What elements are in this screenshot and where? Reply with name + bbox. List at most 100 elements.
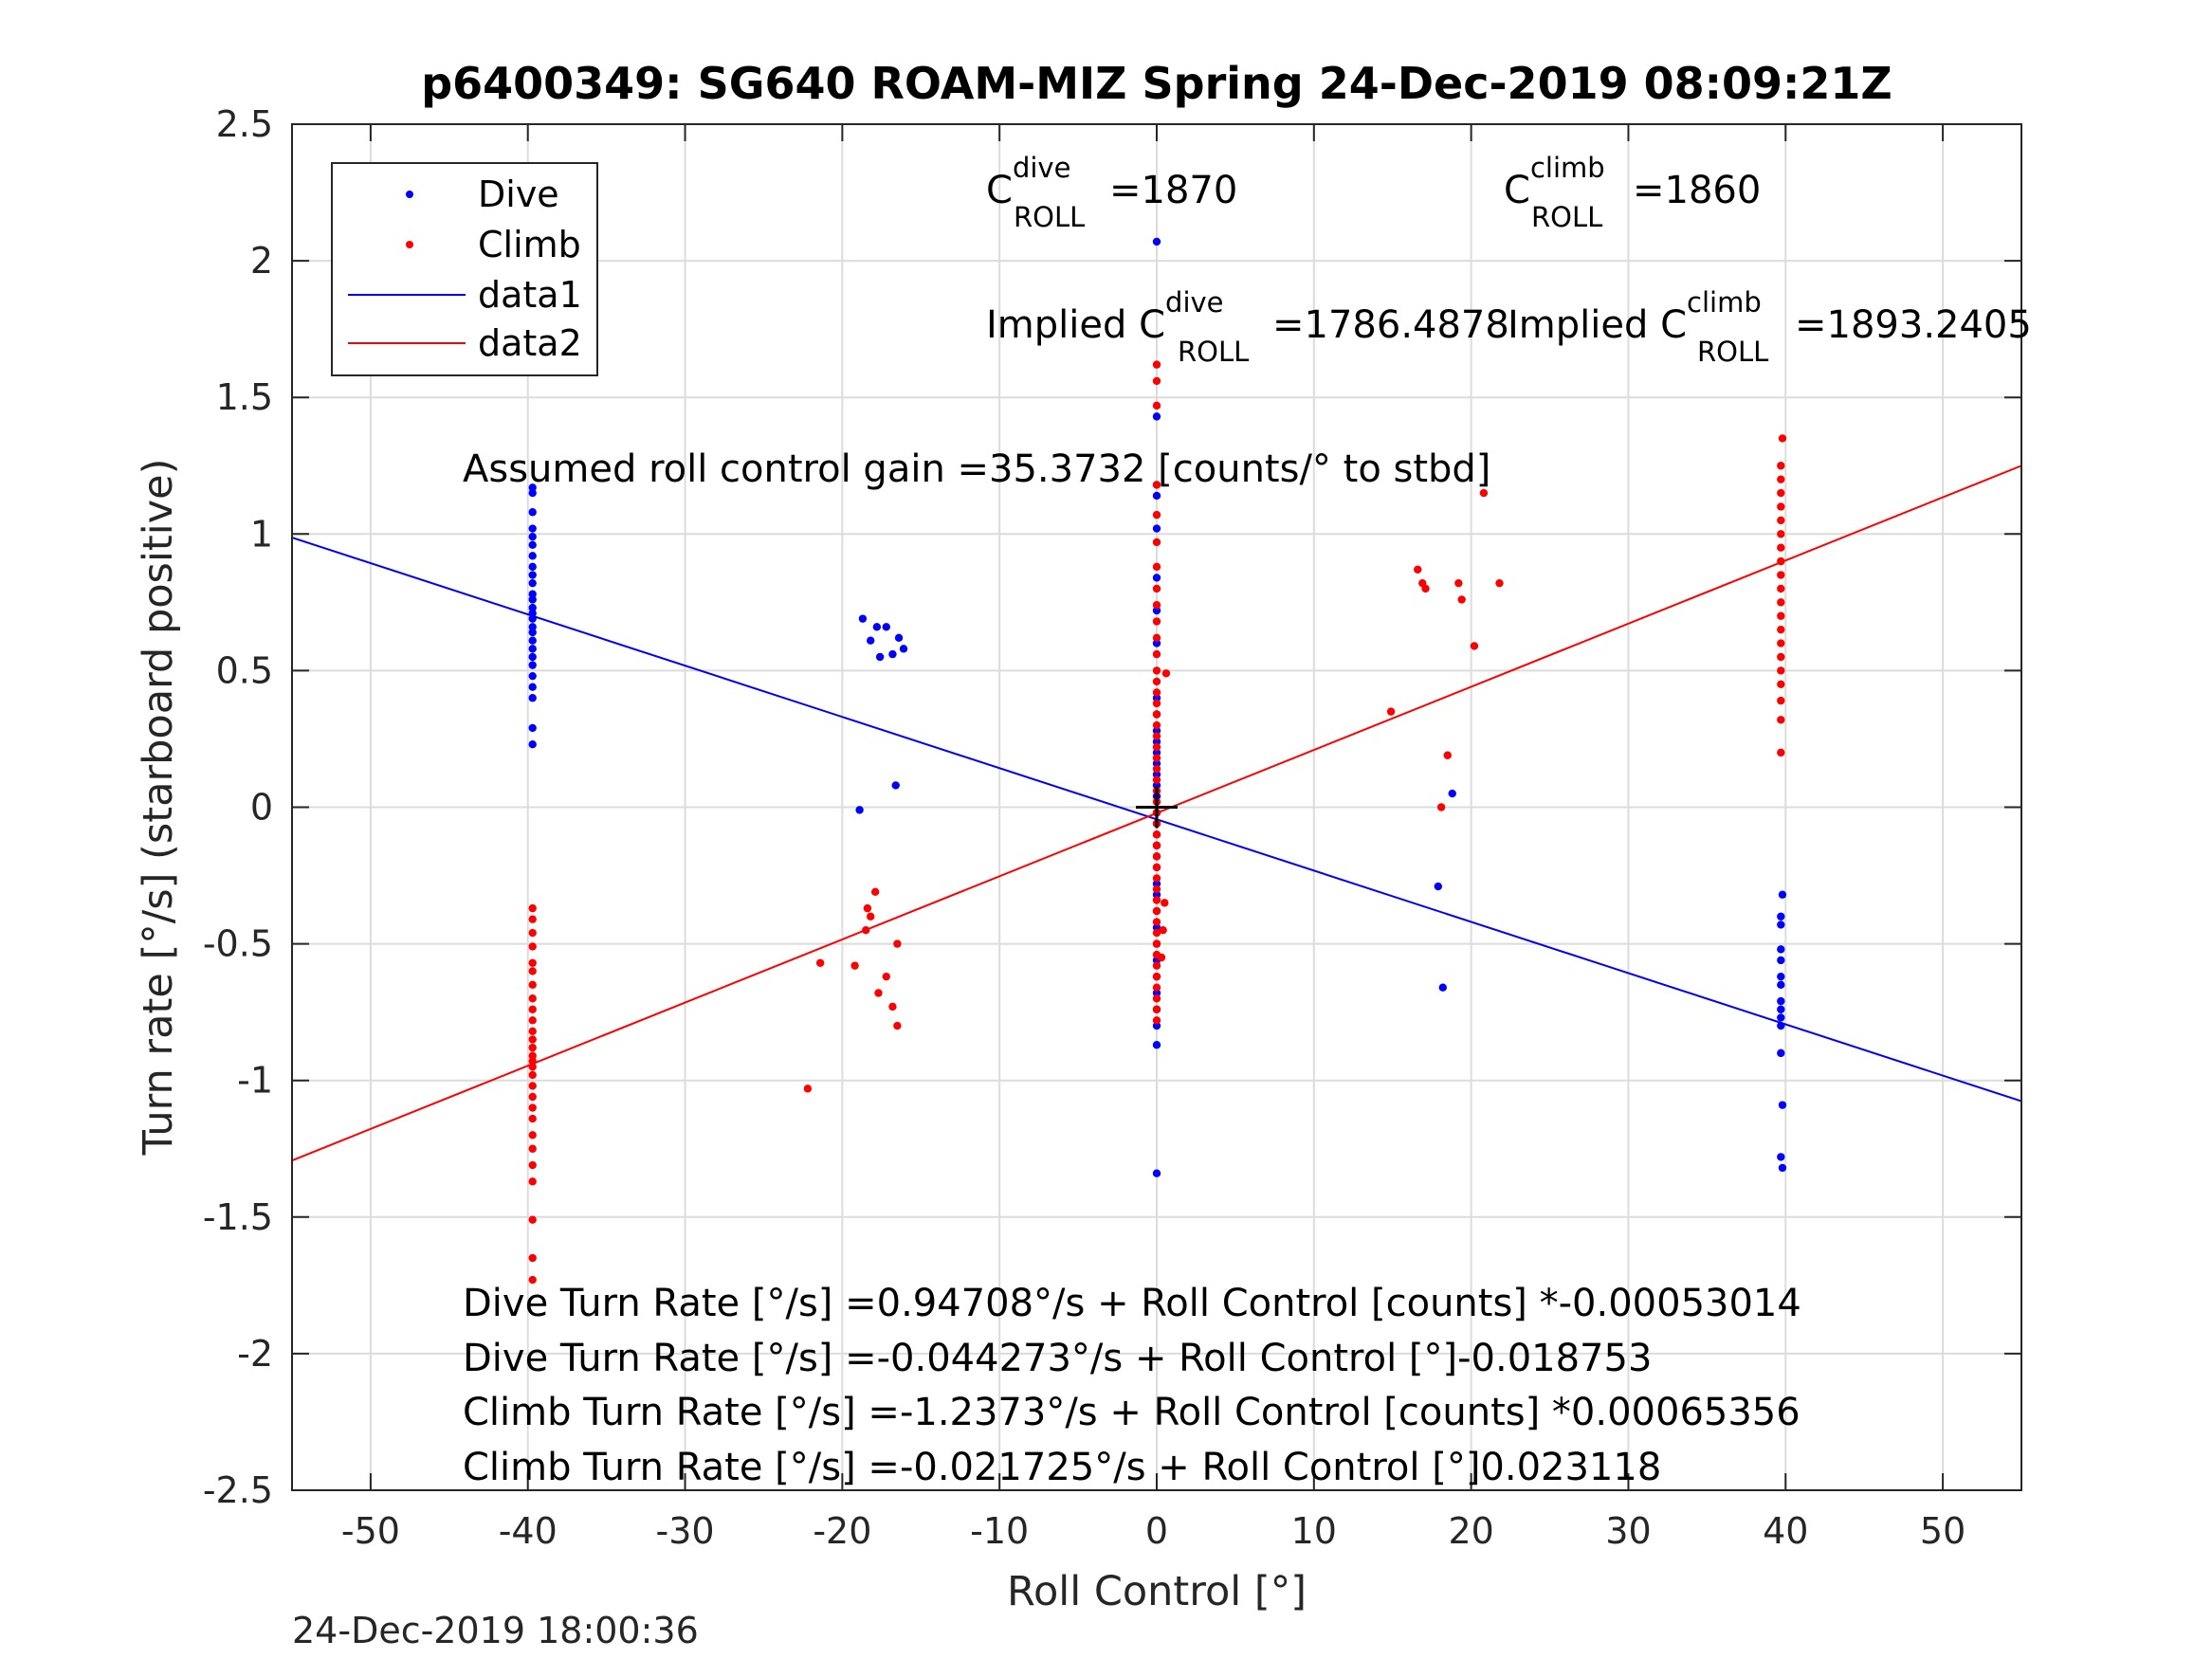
climb-point (1152, 972, 1161, 981)
climb-point (1777, 598, 1785, 607)
climb-point (893, 939, 902, 948)
implied-c-roll-dive-sup: dive (1165, 286, 1223, 319)
dive-point (1152, 491, 1161, 501)
dive-point (528, 652, 537, 662)
climb-point (870, 887, 880, 897)
dive-point (1152, 890, 1161, 899)
x-tick-label: 30 (1605, 1510, 1651, 1552)
climb-point (1479, 488, 1489, 498)
climb-point (528, 980, 537, 990)
climb-point (1777, 571, 1785, 579)
climb-point (1152, 874, 1161, 883)
x-tick-labels: -50 -40 -30 -20 -10 0 10 20 30 40 50 (341, 1510, 1965, 1552)
climb-point (1152, 961, 1161, 970)
climb-point (528, 1070, 537, 1080)
legend-dive-marker (406, 191, 413, 198)
implied-c-roll-climb-value: =1893.2405 (1795, 303, 2032, 347)
x-axis-label: Roll Control [°] (1007, 1568, 1307, 1615)
climb-point (1152, 376, 1161, 386)
y-tick-label: 2 (250, 240, 273, 282)
dive-point (1152, 923, 1161, 932)
dive-point (1777, 1005, 1785, 1013)
dive-point (1777, 912, 1785, 921)
dive-point (528, 740, 537, 749)
x-tick-label: 50 (1920, 1510, 1965, 1552)
climb-point (862, 925, 870, 935)
climb-point (1152, 584, 1161, 593)
dive-point (528, 488, 537, 498)
climb-point (1152, 852, 1161, 861)
implied-c-roll-climb-sub: ROLL (1697, 336, 1768, 368)
dive-point (1777, 921, 1785, 929)
dive-point (1152, 574, 1161, 582)
climb-point (528, 1043, 537, 1052)
tick-marks (292, 123, 2021, 1491)
climb-point (528, 1035, 537, 1044)
dive-point (1152, 1041, 1161, 1049)
dive-point (1152, 989, 1161, 997)
climb-point (1457, 595, 1466, 604)
climb-point (850, 961, 859, 970)
climb-point (882, 972, 890, 981)
climb-point (1152, 720, 1161, 730)
c-roll-dive-base: C (986, 169, 1013, 212)
dive-point (1777, 1021, 1785, 1030)
climb-point (528, 1005, 537, 1013)
x-tick-label: -50 (341, 1510, 400, 1552)
dive-point (1152, 726, 1161, 736)
climb-point (1386, 707, 1396, 716)
x-tick-label: 10 (1291, 1510, 1337, 1552)
dive-point (894, 633, 904, 643)
climb-point (528, 1057, 537, 1066)
dive-point (528, 623, 537, 631)
dive-point (528, 483, 537, 492)
climb-point (1152, 896, 1161, 904)
climb-point (1777, 666, 1785, 675)
climb-point (803, 1085, 813, 1093)
dive-point (1438, 983, 1447, 992)
climb-point (1152, 510, 1161, 520)
climb-point (528, 1253, 537, 1263)
climb-point (528, 1051, 537, 1060)
dive-point (1152, 1021, 1161, 1030)
climb-point (1777, 680, 1785, 689)
climb-point (1152, 830, 1161, 839)
dive-point (1778, 1163, 1787, 1173)
dive-point (891, 781, 900, 790)
climb-point (1777, 488, 1785, 498)
climb-point (528, 903, 537, 913)
climb-point (1152, 983, 1161, 992)
dive-point (1152, 606, 1161, 615)
legend-data2-label: data2 (478, 322, 582, 364)
climb-point (1777, 556, 1785, 566)
y-tick-label: -2 (237, 1333, 273, 1375)
climb-point (1152, 633, 1161, 643)
equation-climb-counts: Climb Turn Rate [°/s] =-1.2373°/s + Roll… (463, 1391, 1801, 1434)
y-tick-label: 0.5 (216, 649, 273, 691)
climb-point (1152, 994, 1161, 1003)
dive-point (528, 540, 537, 550)
climb-point (528, 1082, 537, 1090)
dive-point (1777, 980, 1785, 990)
dive-point (1152, 770, 1161, 779)
dive-point (528, 562, 537, 572)
c-roll-climb-base: C (1504, 169, 1530, 212)
climb-point (1152, 764, 1161, 774)
dive-point (1777, 1153, 1785, 1161)
climb-point (1152, 677, 1161, 686)
dive-point (1152, 1169, 1161, 1177)
dive-point (528, 723, 537, 733)
climb-point (1777, 696, 1785, 705)
climb-point (528, 942, 537, 951)
dive-point (528, 603, 537, 612)
climb-point (528, 967, 537, 975)
climb-point (1152, 360, 1161, 369)
dive-point (528, 661, 537, 669)
y-tick-label: 2.5 (216, 103, 273, 145)
y-tick-labels: 2.5 2 1.5 1 0.5 0 -0.5 -1 -1.5 -2 -2.5 (203, 103, 273, 1511)
climb-point (1777, 748, 1785, 757)
climb-point (1152, 601, 1161, 610)
y-tick-label: -2.5 (203, 1469, 273, 1511)
dive-point (872, 623, 882, 631)
